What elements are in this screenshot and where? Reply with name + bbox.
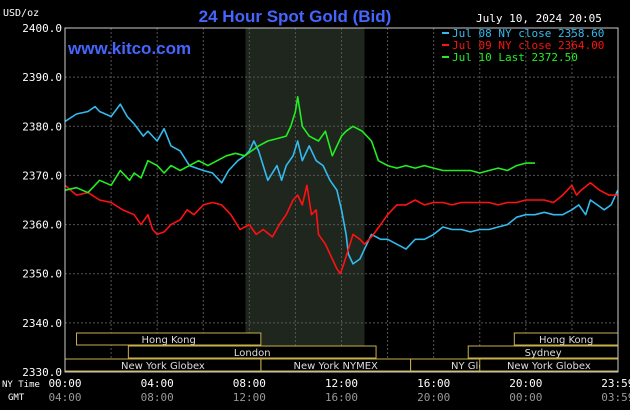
y-tick-label: 2380.0 xyxy=(22,120,62,133)
series-line-1 xyxy=(64,103,619,265)
y-axis-label: USD/oz xyxy=(3,8,39,19)
market-session-label: Hong Kong xyxy=(142,335,196,346)
x-tick-label-gmt: 12:00 xyxy=(233,391,266,404)
y-tick-label: 2330.0 xyxy=(22,366,62,379)
market-session-label: NY Globex xyxy=(451,361,503,372)
timestamp: July 10, 2024 20:05 xyxy=(476,12,602,25)
x-tick-label-ny: 12:00 xyxy=(325,377,358,390)
y-tick-label: 2390.0 xyxy=(22,71,62,84)
market-session-label: New York Globex xyxy=(507,361,591,372)
x-tick-label-ny: 00:00 xyxy=(48,377,81,390)
x-tick-label-gmt: 03:59 xyxy=(601,391,630,404)
market-session-label: Sydney xyxy=(525,348,562,359)
gmt-label: GMT xyxy=(8,393,25,403)
x-tick-label-gmt: 08:00 xyxy=(141,391,174,404)
market-session-bar xyxy=(127,345,377,359)
x-tick-label-ny: 23:59 xyxy=(601,377,630,390)
x-tick-label-ny: 08:00 xyxy=(233,377,266,390)
x-tick-label-gmt: 16:00 xyxy=(325,391,358,404)
ny-time-label: NY Time xyxy=(2,380,40,390)
y-tick-label: 2400.0 xyxy=(22,22,62,35)
market-session-label: London xyxy=(234,348,271,359)
y-tick-label: 2350.0 xyxy=(22,268,62,281)
x-tick-label-gmt: 00:00 xyxy=(509,391,542,404)
market-session-label: New York NYMEX xyxy=(294,361,379,372)
market-session-label: Hong Kong xyxy=(539,335,593,346)
market-session-label: New York Globex xyxy=(121,361,205,372)
legend-entry: Jul 10 Last 2372.50 xyxy=(452,51,578,64)
legend-entry: Jul 09 NY close 2364.00 xyxy=(452,39,604,52)
nymex-session-shade xyxy=(245,28,365,372)
y-tick-label: 2340.0 xyxy=(22,317,62,330)
y-tick-label: 2370.0 xyxy=(22,169,62,182)
y-tick-label: 2360.0 xyxy=(22,219,62,232)
market-session-bar xyxy=(76,332,262,346)
x-tick-label-ny: 20:00 xyxy=(509,377,542,390)
series-line-2 xyxy=(64,182,618,275)
x-tick-label-gmt: 20:00 xyxy=(417,391,450,404)
plot-frame xyxy=(64,27,619,373)
x-tick-label-ny: 16:00 xyxy=(417,377,450,390)
x-tick-label-gmt: 04:00 xyxy=(48,391,81,404)
source-url: www.kitco.com xyxy=(67,39,191,58)
series-line-3 xyxy=(64,96,535,194)
chart-title: 24 Hour Spot Gold (Bid) xyxy=(199,7,392,26)
legend-entry: Jul 08 NY close 2358.60 xyxy=(452,27,604,40)
x-tick-label-ny: 04:00 xyxy=(141,377,174,390)
